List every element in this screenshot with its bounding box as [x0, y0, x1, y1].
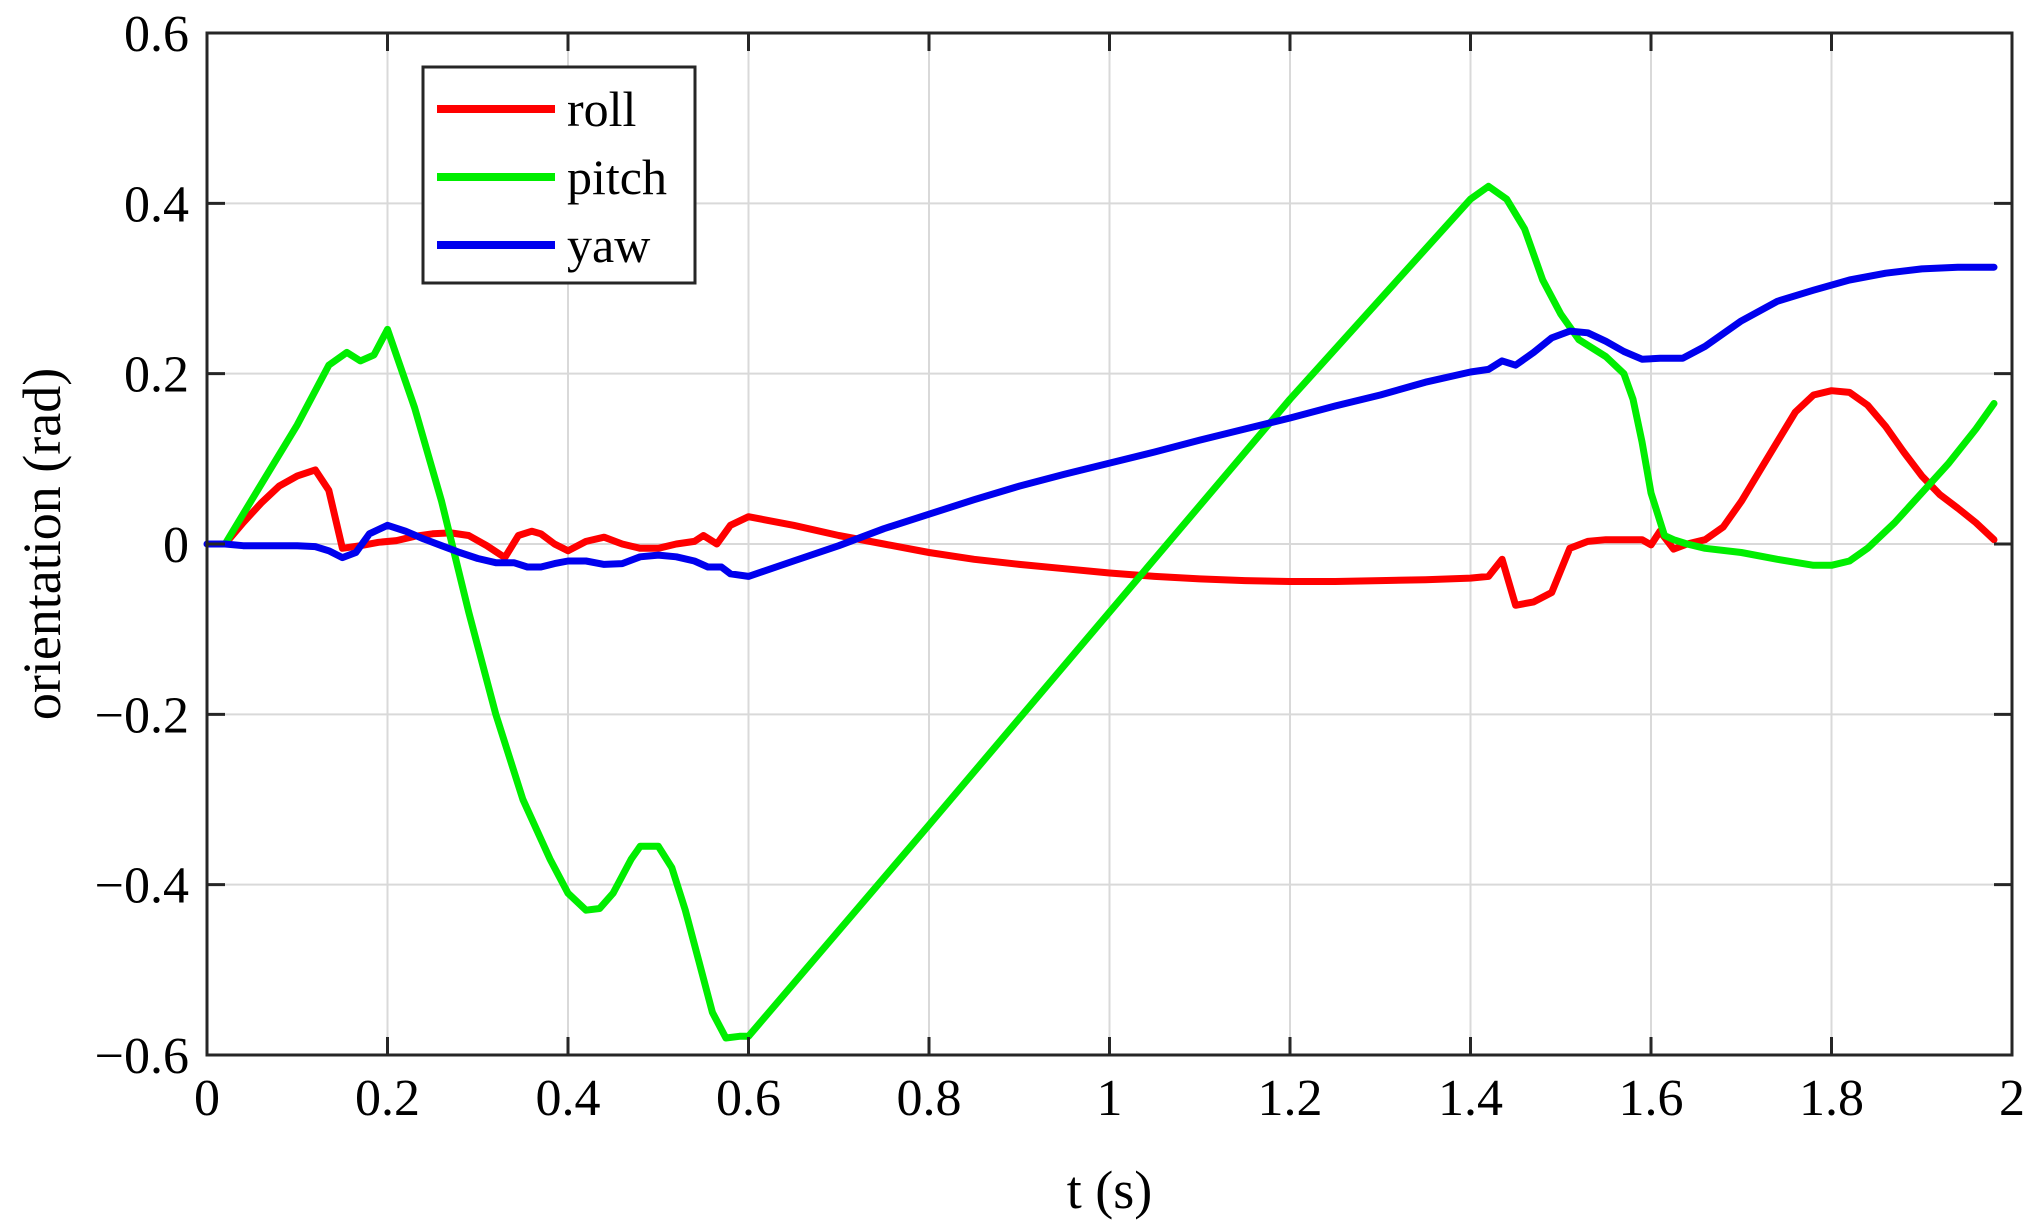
x-tick-label: 1.6: [1619, 1070, 1684, 1127]
legend-label-pitch: pitch: [567, 149, 667, 205]
legend: roll pitch yaw: [421, 65, 697, 285]
x-tick-label: 0.2: [355, 1070, 420, 1127]
y-tick-label: −0.4: [95, 858, 189, 915]
series-lines: [203, 182, 1998, 1042]
y-tick-label: 0: [163, 517, 189, 574]
y-tick-label: 0.2: [124, 347, 189, 404]
x-tick-label: 1.2: [1258, 1070, 1323, 1127]
legend-label-roll: roll: [567, 81, 636, 137]
series-line-yaw: [203, 263, 1998, 580]
x-tick-labels: 0 0.2 0.4 0.6 0.8 1 1.2 1.4 1.6 1.8 2: [194, 1070, 2025, 1127]
y-tick-label: −0.2: [95, 687, 189, 744]
x-tick-label: 2: [1999, 1070, 2025, 1127]
y-tick-labels: −0.6 −0.4 −0.2 0 0.2 0.4 0.6: [95, 6, 189, 1085]
x-tick-label: 1.8: [1799, 1070, 1864, 1127]
y-tick-label: 0.6: [124, 6, 189, 63]
legend-items: roll pitch yaw: [437, 81, 667, 273]
tick-marks: [205, 31, 2014, 1057]
x-tick-label: 0.6: [716, 1070, 781, 1127]
x-tick-label: 1: [1097, 1070, 1123, 1127]
x-axis-label: t (s): [1067, 1160, 1152, 1220]
x-tick-label: 1.4: [1438, 1070, 1503, 1127]
x-tick-label: 0.8: [897, 1070, 962, 1127]
y-tick-label: 0.4: [124, 176, 189, 233]
series-line-pitch: [221, 182, 1998, 1042]
y-tick-label: −0.6: [95, 1028, 189, 1085]
x-tick-label: 0.4: [536, 1070, 601, 1127]
y-axis-label: orientation (rad): [12, 368, 72, 720]
series-line-roll: [221, 387, 1998, 609]
x-tick-label: 0: [194, 1070, 220, 1127]
legend-label-yaw: yaw: [567, 217, 650, 273]
